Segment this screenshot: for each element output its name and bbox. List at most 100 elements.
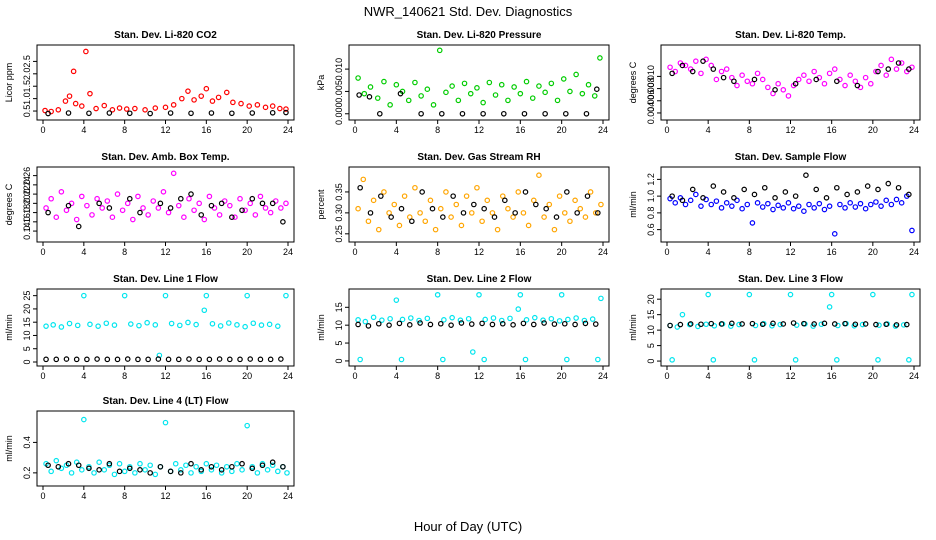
data-point [741, 186, 747, 193]
data-point [481, 205, 487, 212]
data-point [405, 97, 412, 104]
data-point [437, 320, 444, 327]
data-point [137, 467, 143, 473]
y-tick-label: 10 [646, 325, 656, 335]
data-point [157, 200, 164, 207]
data-point [249, 465, 256, 472]
data-point [542, 89, 548, 96]
data-point [831, 231, 838, 237]
data-point [254, 470, 261, 476]
data-point [78, 103, 85, 109]
panel-title: Stan. Dev. Line 3 Flow [738, 274, 843, 285]
data-point [227, 202, 233, 209]
data-series [357, 184, 601, 225]
data-point [749, 320, 756, 327]
data-point [759, 76, 766, 83]
x-tick-label: 0 [40, 371, 45, 381]
data-point [223, 463, 230, 470]
chart-panel: Stan. Dev. Line 1 Flow ml/min 0 4 8 12 16 20 24 0… [4, 274, 295, 381]
data-point [837, 201, 843, 208]
data-series [43, 170, 289, 223]
data-series [43, 356, 284, 363]
x-tick-label: 4 [394, 125, 399, 135]
data-point [765, 200, 771, 207]
data-point [847, 72, 853, 78]
x-tick-label: 12 [160, 247, 170, 257]
x-tick-label: 8 [122, 491, 127, 501]
data-point [111, 471, 118, 478]
x-tick-label: 20 [242, 491, 252, 501]
data-point [213, 462, 220, 469]
x-tick-label: 12 [474, 371, 484, 381]
data-point [474, 85, 480, 91]
data-point [867, 80, 874, 87]
data-point [592, 321, 599, 327]
data-point [91, 470, 97, 476]
data-point [355, 205, 361, 212]
data-point [441, 317, 447, 323]
data-point [45, 110, 51, 117]
data-point [598, 295, 604, 302]
data-point [893, 322, 900, 328]
data-point [687, 321, 694, 327]
x-tick-label: 24 [283, 371, 293, 381]
data-point [541, 214, 547, 220]
data-point [63, 207, 70, 214]
data-point [111, 322, 118, 328]
data-point [499, 320, 506, 327]
data-point [759, 321, 766, 328]
data-point [43, 205, 49, 211]
x-tick-label: 4 [706, 371, 711, 381]
data-point [427, 197, 434, 204]
data-point [450, 193, 456, 199]
data-point [147, 462, 153, 469]
data-point [777, 321, 784, 328]
data-point [772, 195, 778, 201]
data-point [790, 320, 797, 326]
data-series [43, 292, 289, 359]
data-point [792, 357, 799, 363]
data-point [806, 78, 812, 85]
data-point [162, 292, 169, 299]
data-series [669, 58, 912, 93]
y-tick-label: 0.2 [22, 467, 32, 480]
data-point [116, 468, 123, 475]
figure-xlabel: Hour of Day (UTC) [414, 519, 522, 534]
data-point [494, 226, 501, 233]
data-point [259, 462, 266, 469]
data-point [145, 356, 151, 363]
data-point [461, 80, 468, 87]
data-point [700, 58, 706, 64]
data-point [229, 468, 235, 475]
data-point [160, 188, 167, 195]
x-tick-label: 4 [81, 371, 86, 381]
data-point [530, 197, 537, 204]
panel-title: Stan. Dev. Li-820 Temp. [735, 30, 846, 41]
data-point [283, 292, 289, 299]
data-point [842, 320, 848, 327]
panel-ylabel: degrees C [628, 61, 638, 103]
data-point [360, 176, 367, 183]
data-point [365, 218, 372, 225]
data-point [751, 191, 758, 198]
x-tick-label: 24 [909, 371, 919, 381]
data-point [816, 200, 823, 207]
data-point [720, 189, 727, 195]
panel-ylabel: ml/min [628, 191, 638, 218]
data-point [170, 102, 177, 108]
data-point [862, 321, 869, 327]
data-point [152, 471, 159, 478]
data-point [206, 356, 213, 363]
data-point [126, 195, 133, 202]
data-point [406, 214, 413, 220]
data-point [429, 205, 436, 212]
data-point [510, 322, 516, 328]
data-point [106, 205, 113, 211]
data-point [188, 110, 194, 117]
y-tick-label: 0.8 [646, 207, 656, 220]
data-point [70, 68, 77, 75]
data-point [826, 203, 833, 209]
data-point [749, 220, 756, 226]
data-point [63, 356, 70, 362]
data-point [178, 467, 184, 473]
